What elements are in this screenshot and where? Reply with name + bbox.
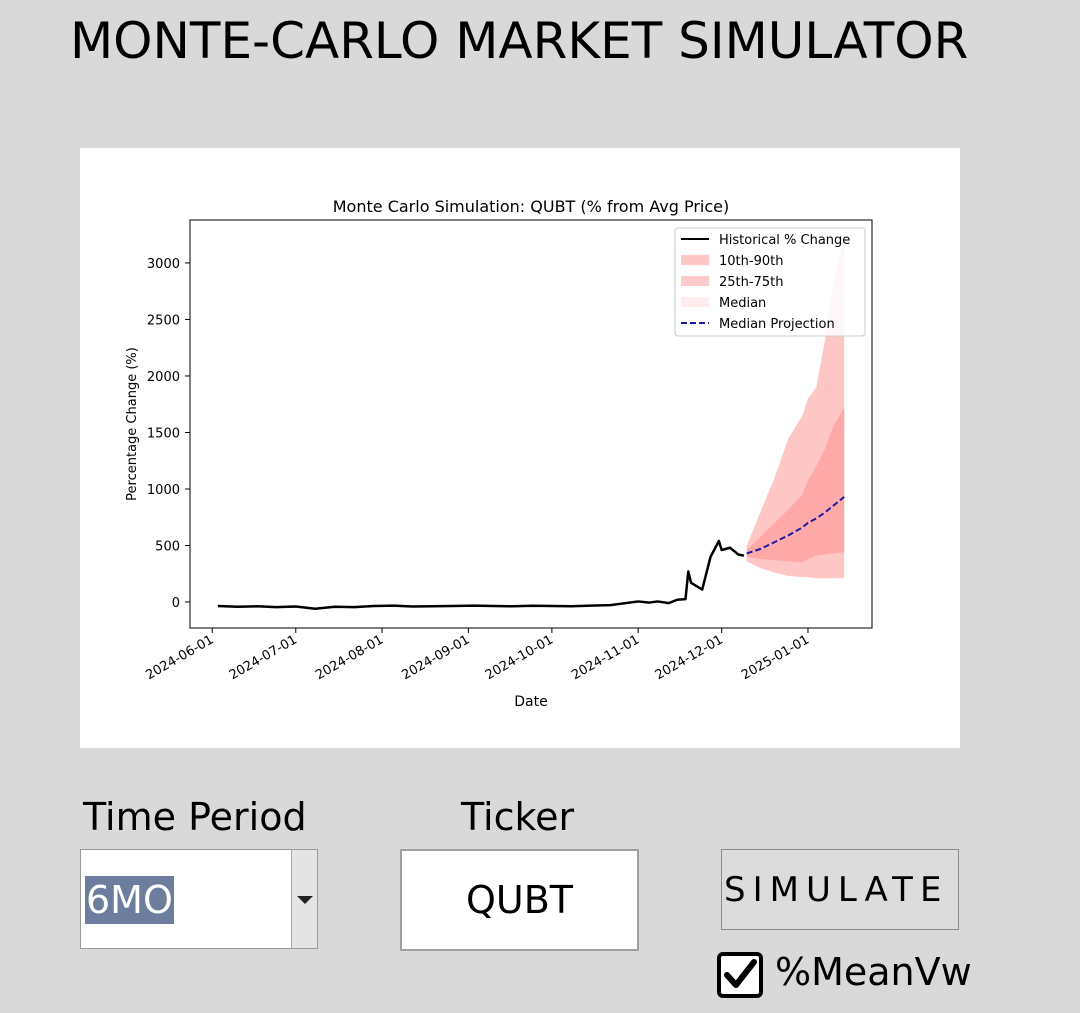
series-median-projection [746, 496, 845, 555]
legend-box [674, 227, 866, 337]
ticker-input[interactable] [400, 849, 639, 951]
time-period-dropdown[interactable]: 6MO [80, 849, 318, 949]
y-tick-label: 0 [172, 596, 180, 611]
legend-marker-25th-75th [681, 276, 709, 286]
y-tick-label: 1000 [147, 483, 180, 498]
time-period-label: Time Period [83, 795, 307, 839]
legend-marker-10th-90th [681, 255, 709, 265]
x-tick-label: 2024-11-01 [569, 632, 642, 683]
y-tick-label: 3000 [147, 257, 180, 272]
checkmark-icon [724, 959, 757, 988]
series-historical-change [217, 539, 745, 611]
dropdown-arrow-button[interactable] [291, 850, 317, 948]
legend-label: Median Projection [719, 317, 835, 332]
plot-frame [189, 219, 873, 629]
simulate-button[interactable]: SIMULATE [721, 849, 959, 930]
y-axis-label: Percentage Change (%) [125, 347, 140, 501]
x-tick-label: 2024-12-01 [653, 632, 726, 683]
chart-panel: 0 500 1000 1500 2000 2500 3000 2024-06-01 2024-0… [80, 148, 960, 748]
y-tick-label: 2500 [147, 313, 180, 328]
y-tick-label: 500 [155, 539, 180, 554]
meanvw-label: %MeanVw [775, 950, 972, 994]
x-tick-label: 2024-08-01 [313, 632, 386, 683]
legend-label: 10th-90th [719, 254, 783, 269]
legend-marker-median [681, 297, 709, 307]
x-axis-label: Date [514, 694, 547, 710]
app-title: MONTE-CARLO MARKET SIMULATOR [70, 12, 969, 70]
x-tick-label: 2024-10-01 [483, 632, 556, 683]
chevron-down-icon [297, 896, 313, 904]
ticker-label: Ticker [461, 795, 575, 839]
time-period-selected-value[interactable]: 6MO [85, 876, 174, 924]
x-tick-label: 2024-06-01 [143, 632, 216, 683]
y-tick-label: 2000 [147, 370, 180, 385]
legend-label: Historical % Change [719, 233, 850, 248]
meanvw-checkbox[interactable] [717, 952, 763, 998]
x-tick-label: 2024-09-01 [399, 632, 472, 683]
y-tick-label: 1500 [147, 426, 180, 441]
x-tick-label: 2025-01-01 [739, 632, 812, 683]
x-tick-label: 2024-07-01 [227, 632, 300, 683]
chart-title: Monte Carlo Simulation: QUBT (% from Avg… [333, 197, 730, 216]
legend-label: Median [719, 296, 766, 311]
legend-label: 25th-75th [719, 275, 783, 290]
band-25th-75th [746, 407, 845, 563]
